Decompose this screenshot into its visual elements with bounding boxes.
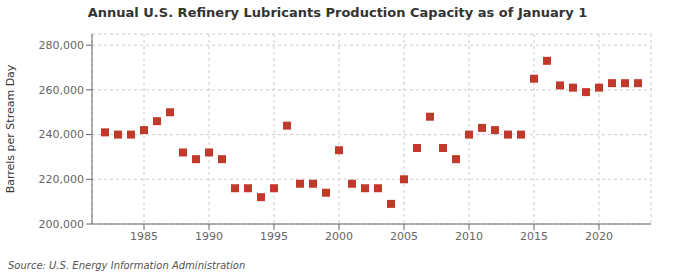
svg-text:1985: 1985 <box>130 230 158 243</box>
svg-text:280,000: 280,000 <box>39 39 85 52</box>
html-text:Annual U.S. Refinery Lubricant: Annual U.S. Refinery Lubricants Producti… <box>87 5 588 20</box>
html-text:Source: U.S. Energy Informatio: Source: U.S. Energy Information Administ… <box>8 260 246 271</box>
svg-text:200,000: 200,000 <box>39 218 85 231</box>
svg-text:2010: 2010 <box>455 230 483 243</box>
svg-text:2015: 2015 <box>520 230 548 243</box>
svg-text:1995: 1995 <box>260 230 288 243</box>
svg-text:260,000: 260,000 <box>39 84 85 97</box>
svg-text:240,000: 240,000 <box>39 128 85 141</box>
svg-text:Barrels per Stream Day: Barrels per Stream Day <box>8 64 17 193</box>
svg-text:2020: 2020 <box>585 230 613 243</box>
svg-text:2005: 2005 <box>390 230 418 243</box>
svg-text:220,000: 220,000 <box>39 173 85 186</box>
svg-text:2000: 2000 <box>325 230 353 243</box>
svg-text:1990: 1990 <box>195 230 223 243</box>
